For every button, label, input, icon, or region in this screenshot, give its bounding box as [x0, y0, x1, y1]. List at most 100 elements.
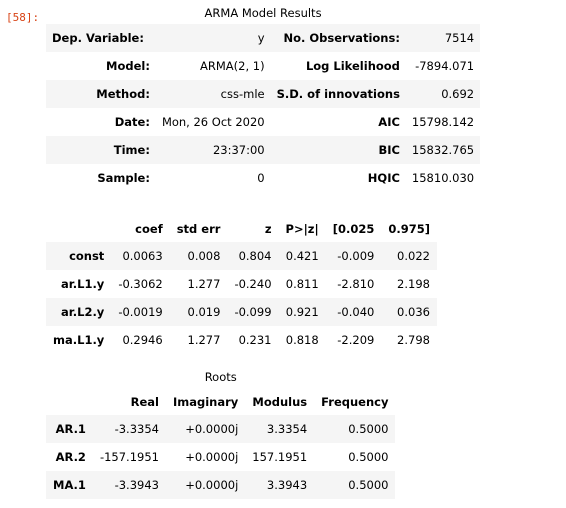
summary-value: 15798.142: [411, 115, 475, 129]
table-cell: 0.231: [238, 333, 272, 347]
table-cell: -0.0019: [111, 298, 170, 326]
table-cell: 2.198: [397, 277, 430, 291]
summary-label: AIC: [378, 115, 400, 129]
table-cell: 1.277: [187, 277, 221, 291]
table-cell: 3.3943: [245, 471, 315, 499]
table-row: ma.L1.y 0.2946 1.277 0.231 0.818 -2.209 …: [46, 326, 437, 354]
summary-label: Model:: [106, 59, 150, 73]
table-cell: 0.818: [285, 333, 319, 347]
summary-value: 15832.765: [405, 136, 481, 164]
table-cell: 0.2946: [122, 333, 163, 347]
row-label: ma.L1.y: [53, 333, 105, 347]
summary-value: -7894.071: [415, 59, 475, 73]
summary-caption: ARMA Model Results: [204, 6, 322, 20]
column-header: std err: [176, 221, 221, 236]
table-row: Dep. Variable: y No. Observations: 7514: [46, 24, 481, 52]
table-cell: -0.240: [234, 277, 272, 291]
column-header: P>|z|: [285, 221, 319, 236]
table-cell: -0.040: [325, 298, 382, 326]
summary-label: Date:: [114, 115, 150, 129]
column-header: [46, 215, 111, 242]
summary-value: ARMA(2, 1): [200, 59, 265, 73]
summary-label: Time:: [46, 136, 156, 164]
table-cell: 0.5000: [348, 450, 389, 464]
summary-label: S.D. of innovations: [270, 80, 406, 108]
summary-value: y: [155, 24, 271, 52]
table-row: AR.2 -157.1951 +0.0000j 157.1951 0.5000: [46, 443, 395, 471]
row-label: AR.1: [46, 415, 93, 443]
table-cell: -3.3943: [92, 471, 166, 499]
table-cell: 0.008: [169, 242, 228, 270]
table-cell: 0.5000: [314, 471, 396, 499]
table-cell: -3.3354: [92, 415, 166, 443]
column-header: 0.975]: [388, 221, 430, 236]
summary-value: 7514: [405, 24, 481, 52]
roots-caption: Roots: [204, 370, 237, 384]
table-cell: 1.277: [187, 333, 221, 347]
table-cell: 3.3354: [245, 415, 315, 443]
roots-table: Roots Real Imaginary Modulus Frequency A…: [46, 368, 396, 499]
table-row: Model: ARMA(2, 1) Log Likelihood -7894.0…: [46, 52, 480, 80]
table-cell: -2.209: [337, 333, 375, 347]
table-row: const 0.0063 0.008 0.804 0.421 -0.009 0.…: [46, 242, 437, 270]
table-row: AR.1 -3.3354 +0.0000j 3.3354 0.5000: [46, 415, 396, 443]
model-summary-table: ARMA Model Results Dep. Variable: y No. …: [46, 4, 481, 192]
table-cell: +0.0000j: [165, 415, 246, 443]
summary-value: css-mle: [155, 80, 271, 108]
table-cell: -0.3062: [118, 277, 163, 291]
cell-execution-prompt: [58]:: [6, 11, 40, 24]
coefficients-table: coef std err z P>|z| [0.025 0.975] const…: [46, 215, 437, 354]
table-cell: -0.009: [325, 242, 382, 270]
table-cell: -2.810: [337, 277, 375, 291]
table-row: MA.1 -3.3943 +0.0000j 3.3943 0.5000: [46, 471, 396, 499]
summary-value: Mon, 26 Oct 2020: [161, 115, 265, 129]
column-header: z: [264, 221, 272, 236]
table-cell: 0.804: [227, 242, 279, 270]
table-cell: 0.5000: [314, 415, 396, 443]
column-header: Imaginary: [172, 394, 239, 409]
table-row: ar.L2.y -0.0019 0.019 -0.099 0.921 -0.04…: [46, 298, 437, 326]
summary-value: 0.692: [405, 80, 481, 108]
column-header: [46, 388, 93, 415]
column-header: Modulus: [252, 394, 308, 409]
column-header: Real: [130, 394, 159, 409]
table-row: Sample: 0 HQIC 15810.030: [46, 164, 480, 192]
table-cell: 0.036: [381, 298, 437, 326]
table-cell: 2.798: [397, 333, 430, 347]
column-header: [0.025: [332, 221, 375, 236]
table-cell: +0.0000j: [185, 450, 239, 464]
summary-label: No. Observations:: [270, 24, 406, 52]
table-row: Method: css-mle S.D. of innovations 0.69…: [46, 80, 481, 108]
summary-label: HQIC: [367, 171, 400, 185]
summary-value: 0: [257, 171, 265, 185]
row-label: ar.L1.y: [60, 277, 105, 291]
table-row: ar.L1.y -0.3062 1.277 -0.240 0.811 -2.81…: [46, 270, 437, 298]
table-cell: +0.0000j: [165, 471, 246, 499]
table-cell: 0.022: [381, 242, 437, 270]
table-cell: 0.921: [278, 298, 326, 326]
summary-label: Method:: [46, 80, 156, 108]
table-cell: 0.019: [169, 298, 228, 326]
row-label: AR.2: [55, 450, 86, 464]
row-label: ar.L2.y: [46, 298, 112, 326]
summary-label: Dep. Variable:: [46, 24, 156, 52]
summary-label: Log Likelihood: [305, 59, 400, 73]
table-cell: 157.1951: [252, 450, 308, 464]
table-cell: -0.099: [227, 298, 279, 326]
row-label: MA.1: [46, 471, 93, 499]
table-cell: 0.0063: [111, 242, 170, 270]
summary-label: BIC: [270, 136, 406, 164]
row-label: const: [46, 242, 112, 270]
table-header-row: coef std err z P>|z| [0.025 0.975]: [46, 215, 437, 242]
table-header-row: Real Imaginary Modulus Frequency: [46, 388, 395, 415]
summary-value: 15810.030: [411, 171, 475, 185]
column-header: Frequency: [321, 394, 389, 409]
table-row: Date: Mon, 26 Oct 2020 AIC 15798.142: [46, 108, 480, 136]
table-row: Time: 23:37:00 BIC 15832.765: [46, 136, 481, 164]
table-cell: -157.1951: [99, 450, 159, 464]
column-header: coef: [135, 221, 163, 236]
summary-value: 23:37:00: [155, 136, 271, 164]
summary-label: Sample:: [97, 171, 150, 185]
table-cell: 0.811: [285, 277, 319, 291]
table-cell: 0.421: [278, 242, 326, 270]
